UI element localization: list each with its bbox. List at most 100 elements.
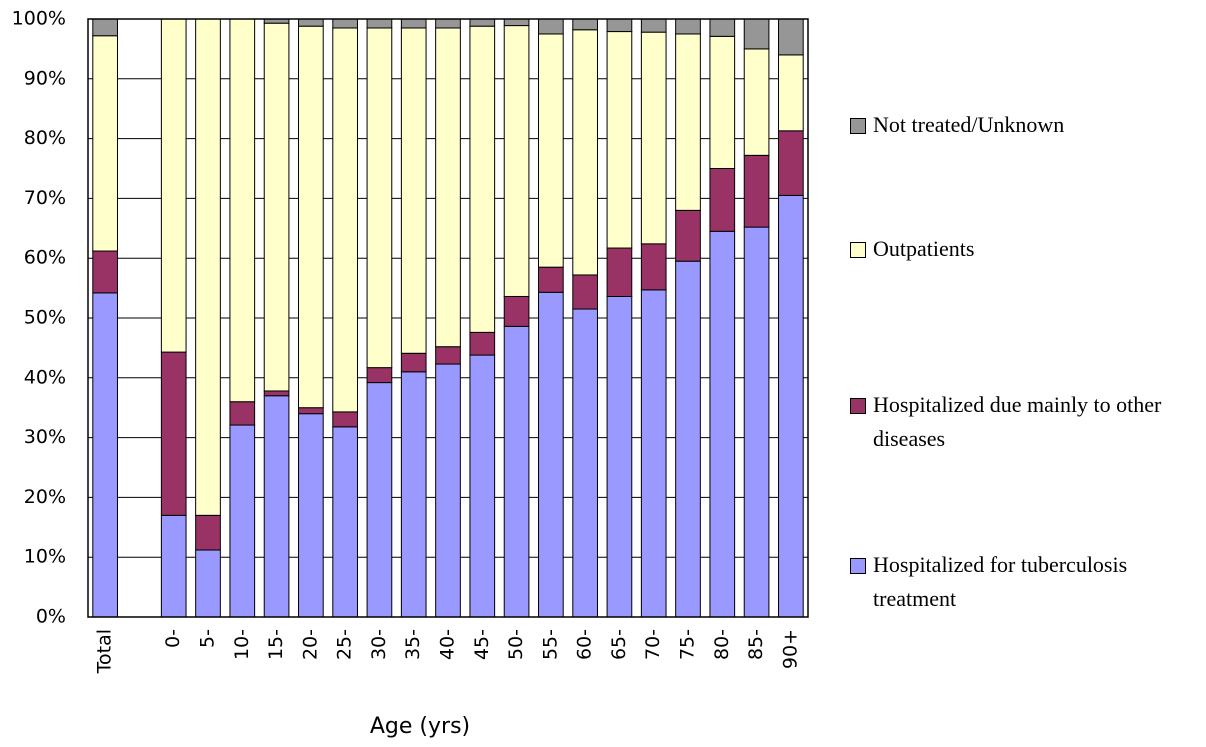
bar-segment <box>640 243 667 291</box>
bar-segment <box>332 426 358 618</box>
y-tick-label: 10% <box>24 546 66 568</box>
bar-segment <box>195 18 221 516</box>
legend-swatch <box>850 242 866 258</box>
bar-segment <box>743 48 770 156</box>
legend-item: Hospitalized due mainly to other disease… <box>850 388 1190 456</box>
bar-segment <box>366 18 393 29</box>
bar-segment <box>298 25 324 409</box>
legend-label: Hospitalized for tuberculosis treatment <box>873 552 1128 611</box>
bar-segment <box>503 18 530 27</box>
y-tick-label: 100% <box>12 8 66 30</box>
y-tick-label: 80% <box>24 127 66 149</box>
bar-segment <box>469 354 496 618</box>
bar-segment <box>709 168 736 232</box>
bar-segment <box>572 308 598 618</box>
bar-segment <box>778 54 804 132</box>
bar-segment <box>503 25 530 297</box>
bar-segment <box>400 18 427 29</box>
x-tick-label: 45- <box>471 629 493 660</box>
y-tick-label: 50% <box>24 307 66 329</box>
y-tick-label: 40% <box>24 366 66 388</box>
bar-segment <box>263 390 290 397</box>
bar-segment <box>743 18 770 50</box>
bar-segment <box>298 413 324 618</box>
bar-segment <box>160 351 187 516</box>
x-tick-label: 60- <box>574 629 596 660</box>
bar-segment <box>229 401 256 426</box>
legend-swatch <box>850 398 866 414</box>
bar-segment <box>469 25 496 333</box>
y-tick-label: 30% <box>24 426 66 448</box>
x-tick-label: 65- <box>608 629 630 660</box>
x-tick-label: 35- <box>402 629 424 660</box>
x-tick-label: 10- <box>231 629 253 660</box>
bar-segment <box>332 18 358 29</box>
bar-segment <box>400 27 427 354</box>
bar-segment <box>538 291 564 618</box>
bar-segment <box>92 250 118 294</box>
x-tick-label: 85- <box>745 629 767 660</box>
x-tick-label: 80- <box>711 629 733 660</box>
bar-segment <box>709 18 736 37</box>
bar-segment <box>503 325 530 618</box>
x-tick-label: 25- <box>334 629 356 660</box>
bar-segment <box>469 18 496 27</box>
bar-segment <box>92 292 118 618</box>
bar-segment <box>400 352 427 373</box>
bar-segment <box>709 230 736 618</box>
bar-segment <box>606 18 633 33</box>
bar-segment <box>435 18 461 29</box>
bar-segment <box>572 274 598 310</box>
bar-segment <box>709 35 736 170</box>
bar-segment <box>743 226 770 618</box>
bar-segment <box>469 331 496 356</box>
x-tick-label: 40- <box>437 629 459 660</box>
bar-segment <box>675 209 701 262</box>
bar-segment <box>366 382 393 618</box>
bar-segment <box>229 424 256 618</box>
x-tick-label: 5- <box>197 629 219 648</box>
y-tick-label: 90% <box>24 67 66 89</box>
bar-segment <box>160 18 187 353</box>
bar-segment <box>435 346 461 365</box>
bar-segment <box>195 514 221 551</box>
bar-segment <box>92 18 118 37</box>
bar-segment <box>160 514 187 618</box>
bar-segment <box>606 247 633 297</box>
legend-swatch <box>850 558 866 574</box>
bar-segment <box>675 18 701 35</box>
x-tick-label: 50- <box>505 629 527 660</box>
y-tick-label: 70% <box>24 187 66 209</box>
legend-item: Not treated/Unknown <box>850 108 1190 142</box>
x-tick-label: Total <box>94 629 116 674</box>
bar-segment <box>538 18 564 35</box>
bar-segment <box>572 18 598 31</box>
bar-segment <box>606 31 633 249</box>
bar-segment <box>332 27 358 413</box>
y-tick-label: 20% <box>24 486 66 508</box>
bar-segment <box>778 18 804 56</box>
bar-segment <box>743 154 770 228</box>
bar-segment <box>778 130 804 196</box>
legend-item: Hospitalized for tuberculosis treatment <box>850 548 1190 616</box>
x-tick-label: 75- <box>677 629 699 660</box>
bar-segment <box>435 363 461 618</box>
x-tick-label: 90+ <box>779 629 801 669</box>
bar-segment <box>503 295 530 327</box>
bar-segment <box>298 407 324 415</box>
x-tick-label: 30- <box>368 629 390 660</box>
bar-segment <box>332 411 358 428</box>
bar-segment <box>572 29 598 276</box>
y-tick-label: 0% <box>36 606 66 628</box>
bar-segment <box>538 33 564 268</box>
bar-segment <box>778 194 804 618</box>
bar-segment <box>298 18 324 27</box>
legend-swatch <box>850 118 866 134</box>
bar-segment <box>195 549 221 618</box>
bar-segment <box>435 27 461 348</box>
legend-label: Not treated/Unknown <box>873 112 1065 137</box>
bar-segment <box>263 395 290 618</box>
legend-item: Outpatients <box>850 232 1190 266</box>
bar-segment <box>366 367 393 384</box>
